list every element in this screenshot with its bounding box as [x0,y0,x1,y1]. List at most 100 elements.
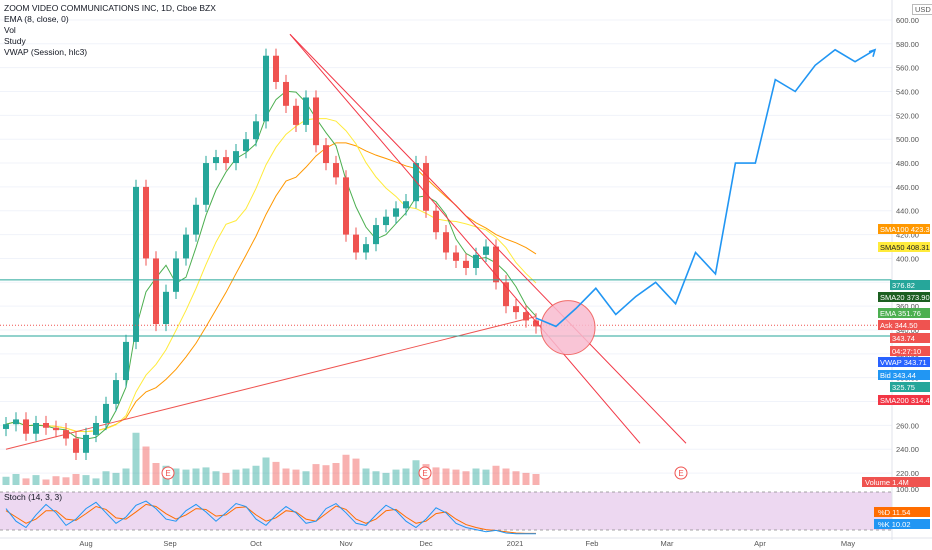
y-tick-label: 520.00 [896,111,919,120]
volume-bar [152,463,160,485]
volume-bar [342,454,350,485]
volume-bar [2,476,10,485]
candle-body [443,232,449,253]
candle-body [123,341,129,381]
price-axis [892,0,932,550]
candle-body [133,186,139,342]
y-tick-label: 580.00 [896,40,919,49]
volume-bar [172,468,180,485]
y-tick-label: 560.00 [896,64,919,73]
x-tick-label: Oct [250,539,263,548]
stoch-legend[interactable]: Stoch (14, 3, 3) [4,492,63,502]
price-label-box [890,382,930,392]
candle-body [393,208,399,217]
volume-bar [382,472,390,485]
candle-body [93,422,99,435]
legend-title[interactable]: ZOOM VIDEO COMMUNICATIONS INC, 1D, Cboe … [4,3,216,13]
price-label-box [878,308,930,318]
volume-bar [322,465,330,485]
price-label-text: VWAP 343.71 [880,358,927,367]
candle-body [173,258,179,292]
candle-body [453,252,459,261]
y-tick-label: 600.00 [896,16,919,25]
candle-body [353,234,359,253]
volume-bar [362,468,370,485]
volume-bar [32,475,40,485]
earnings-marker-label: E [165,469,170,478]
candle-body [343,177,349,235]
candle-body [203,163,209,205]
candle-body [223,157,229,164]
y-tick-label: 220.00 [896,469,919,478]
stoch-k-line [5,500,536,535]
candle-body [373,225,379,245]
candle-body [483,246,489,255]
price-label-text: SMA100 423.37 [880,225,932,234]
volume-bar [82,475,90,485]
x-tick-label: Nov [339,539,353,548]
price-label-text: 04:27:10 [892,347,921,356]
candle-body [113,380,119,404]
legend-vwap[interactable]: VWAP (Session, hlc3) [4,47,88,57]
price-label-box [878,395,930,405]
volume-bar [502,468,510,485]
x-tick-label: Apr [754,539,766,548]
volume-bar [352,458,360,485]
candle-body [213,157,219,164]
price-label-box [890,333,930,343]
price-label-box [878,357,930,367]
price-label-text: SMA50 408.31 [880,243,930,252]
volume-label-box [862,477,930,487]
volume-bar [142,446,150,485]
stoch-value-box [874,519,930,529]
price-label-box [878,370,930,380]
volume-bar [292,469,300,485]
candle-body [43,422,49,428]
volume-bar [212,471,220,485]
price-label-text: 376.82 [892,281,915,290]
candle-body [463,260,469,268]
candle-body [243,139,249,152]
earnings-marker [674,466,688,480]
candle-body [53,427,59,431]
candle-body [323,145,329,164]
currency-badge[interactable]: USD [912,4,932,15]
legend-ema[interactable]: EMA (8, close, 0) [4,14,69,24]
volume-bar [492,465,500,485]
volume-bar [92,478,100,485]
candle-body [533,320,539,327]
stoch-value-text: %D 11.54 [878,508,910,517]
price-label-text: 325.75 [892,383,915,392]
price-label-text: SMA20 373.90 [880,293,930,302]
volume-bar [312,464,320,485]
price-label-text: Bid 343.44 [880,371,916,380]
volume-bar [62,477,70,485]
volume-bar [442,468,450,485]
volume-bar [222,472,230,485]
trendline [289,33,641,444]
highlight-circle [540,300,596,356]
volume-bar [22,478,30,485]
y-tick-label: 440.00 [896,207,919,216]
volume-bar [72,474,80,485]
volume-bar [472,468,480,485]
y-tick-label: 480.00 [896,159,919,168]
legend-study[interactable]: Study [4,36,26,46]
candle-body [253,121,259,140]
stoch-value-box [874,507,930,517]
candle-body [193,204,199,235]
legend-vol[interactable]: Vol [4,25,16,35]
earnings-marker [418,466,432,480]
price-label-box [878,242,930,252]
volume-bar [232,469,240,485]
y-tick-label: 360.00 [896,302,919,311]
volume-bar [42,479,50,485]
candle-body [163,291,169,325]
x-tick-label: Feb [586,539,599,548]
candle-body [233,151,239,164]
x-tick-label: Mar [661,539,674,548]
candle-body [183,234,189,259]
volume-bar [512,471,520,485]
